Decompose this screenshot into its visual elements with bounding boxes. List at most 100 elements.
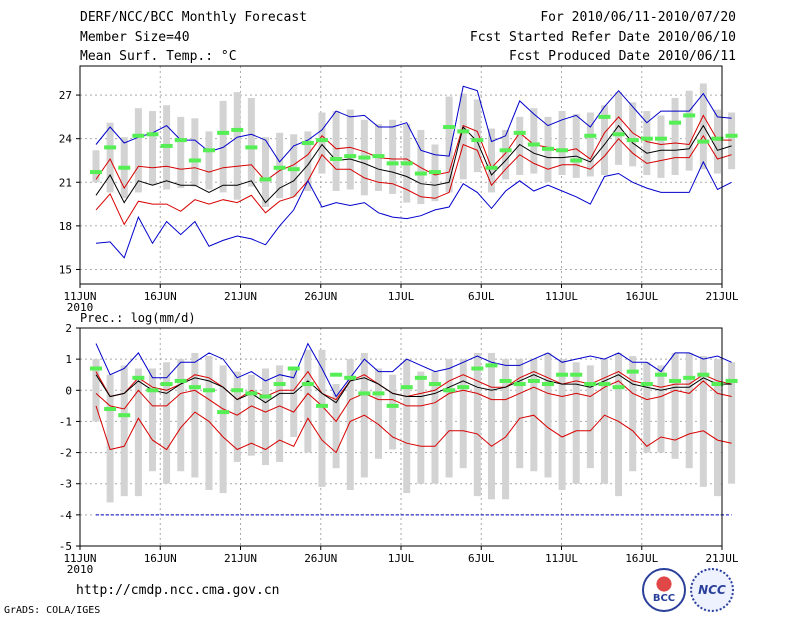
median-marker bbox=[541, 382, 554, 387]
median-marker bbox=[471, 366, 484, 371]
median-marker bbox=[443, 388, 456, 393]
median-marker bbox=[90, 366, 102, 371]
median-marker bbox=[612, 385, 625, 390]
median-marker bbox=[344, 154, 357, 159]
y-tick-label: 18 bbox=[59, 220, 72, 233]
series-mean bbox=[95, 124, 732, 204]
x-tick-label: 21JUL bbox=[705, 290, 738, 303]
median-marker bbox=[711, 382, 724, 387]
range-bar bbox=[205, 356, 213, 490]
median-marker bbox=[640, 382, 653, 387]
median-marker bbox=[669, 378, 682, 383]
series-mean bbox=[95, 374, 732, 404]
range-bar bbox=[304, 349, 312, 453]
range-bar bbox=[487, 352, 495, 500]
range-bar bbox=[92, 150, 100, 183]
median-marker bbox=[683, 375, 696, 380]
range-bar bbox=[148, 111, 156, 186]
precip-label: Prec.: log(mm/d) bbox=[80, 311, 196, 325]
y-tick-label: 27 bbox=[59, 89, 72, 102]
median-marker bbox=[160, 143, 173, 148]
y-tick-label: -2 bbox=[59, 447, 72, 460]
range-bar bbox=[487, 128, 495, 193]
plot-temperature: 15 18 21 24 27 11JUN 16JUN 21JUN 26JUN 1JUL 6JUL 11… bbox=[59, 65, 739, 314]
y-tick-label: 21 bbox=[59, 176, 72, 189]
median-marker bbox=[697, 372, 710, 377]
series-p25 bbox=[95, 134, 732, 226]
range-bar bbox=[346, 109, 354, 190]
range-bar bbox=[629, 102, 637, 167]
median-marker bbox=[118, 165, 131, 170]
range-bar bbox=[233, 371, 241, 462]
x-tick-label: 1JUL bbox=[388, 290, 415, 303]
series-max bbox=[95, 85, 732, 163]
median-marker bbox=[174, 378, 187, 383]
range-bar bbox=[657, 115, 665, 178]
median-marker bbox=[358, 391, 371, 396]
median-marker bbox=[626, 369, 639, 374]
range-bar bbox=[92, 359, 100, 422]
median-marker bbox=[386, 161, 399, 166]
x-tick-label: 26JUN bbox=[304, 290, 337, 303]
range-bar bbox=[148, 368, 156, 472]
median-marker bbox=[188, 158, 201, 163]
median-marker bbox=[654, 136, 667, 141]
range-bar bbox=[177, 116, 185, 189]
median-marker bbox=[217, 410, 230, 415]
range-bar bbox=[713, 359, 721, 497]
footer-url[interactable]: http://cmdp.ncc.cma.gov.cn bbox=[76, 583, 280, 598]
range-bar bbox=[572, 113, 580, 178]
median-marker bbox=[301, 141, 314, 146]
median-marker bbox=[598, 382, 611, 387]
range-bar bbox=[276, 132, 284, 199]
x-tick-label: 6JUL bbox=[468, 552, 495, 565]
y-tick-label: 2 bbox=[65, 322, 72, 335]
median-marker bbox=[344, 375, 357, 380]
median-marker bbox=[372, 154, 385, 159]
range-bar bbox=[205, 131, 213, 190]
range-bar bbox=[728, 362, 736, 484]
range-bar bbox=[502, 359, 510, 500]
bcc-logo: BCC bbox=[642, 568, 686, 612]
range-bar bbox=[600, 105, 608, 175]
median-marker bbox=[315, 403, 328, 408]
range-bar bbox=[558, 111, 566, 175]
median-marker bbox=[90, 170, 102, 175]
median-marker bbox=[584, 133, 597, 138]
median-marker bbox=[400, 161, 413, 166]
variable-label: Mean Surf. Temp.: °C bbox=[80, 49, 237, 64]
x-tick-label: 11JUN bbox=[63, 290, 96, 303]
range-bar bbox=[459, 93, 467, 180]
range-bar bbox=[728, 112, 736, 170]
range-bar bbox=[671, 97, 679, 175]
range-bar bbox=[318, 112, 326, 174]
x-year-label: 2010 bbox=[67, 301, 94, 314]
median-marker bbox=[485, 165, 498, 170]
range-bar bbox=[445, 359, 453, 478]
median-marker bbox=[231, 388, 244, 393]
range-bar bbox=[346, 359, 354, 490]
range-bar bbox=[516, 116, 524, 175]
median-marker bbox=[556, 372, 569, 377]
chart-title: DERF/NCC/BCC Monthly Forecast bbox=[80, 10, 307, 25]
y-tick-label: 0 bbox=[65, 384, 72, 397]
range-bar bbox=[106, 374, 114, 503]
x-tick-label: 26JUN bbox=[304, 552, 337, 565]
median-marker bbox=[245, 145, 258, 150]
median-marker bbox=[527, 378, 540, 383]
median-marker bbox=[513, 382, 526, 387]
median-marker bbox=[132, 133, 145, 138]
y-tick-label: -1 bbox=[59, 415, 72, 428]
range-bar bbox=[671, 352, 679, 459]
range-bar bbox=[332, 111, 340, 191]
y-tick-label: 1 bbox=[65, 353, 72, 366]
median-marker bbox=[358, 155, 371, 160]
range-bar bbox=[459, 359, 467, 469]
median-marker bbox=[669, 120, 682, 125]
x-tick-label: 11JUL bbox=[545, 290, 578, 303]
median-marker bbox=[400, 385, 413, 390]
range-bar bbox=[685, 352, 693, 469]
grads-credit: GrADS: COLA/IGES bbox=[4, 605, 101, 616]
ncc-logo: NCC bbox=[690, 568, 734, 612]
median-marker bbox=[513, 130, 526, 135]
